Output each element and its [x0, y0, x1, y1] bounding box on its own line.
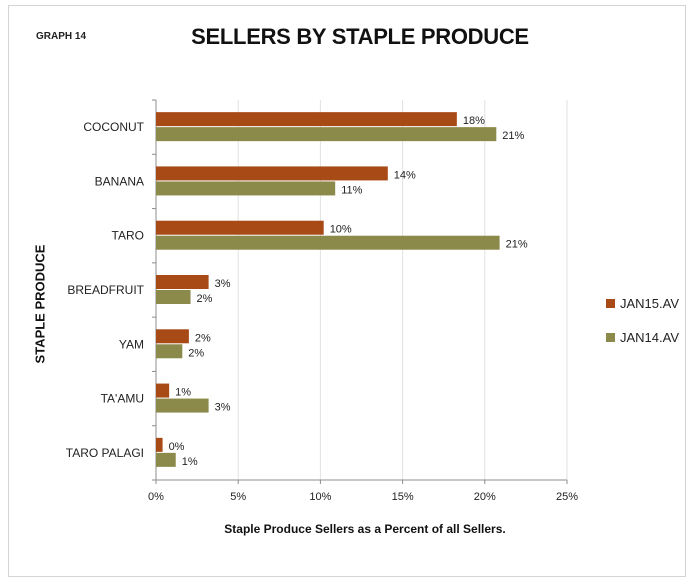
legend: JAN15.AV JAN14.AV	[606, 292, 679, 360]
category-label-ta-amu: TA'AMU	[101, 392, 144, 406]
bar-jan15-ta-amu	[156, 383, 170, 398]
chart-title: SELLERS BY STAPLE PRODUCE	[191, 24, 529, 49]
data-label-jan14-taro: 21%	[506, 239, 528, 251]
legend-item-jan14: JAN14.AV	[606, 326, 679, 348]
bar-jan14-taro-palagi	[156, 452, 176, 467]
data-label-jan15-breadfruit: 3%	[215, 278, 231, 290]
data-label-jan15-taro-palagi: 0%	[169, 441, 185, 453]
category-label-banana: BANANA	[95, 174, 144, 188]
graph-number-label: GRAPH 14	[36, 31, 87, 42]
legend-item-jan15: JAN15.AV	[606, 292, 679, 314]
category-label-yam: YAM	[119, 337, 144, 351]
legend-label-jan14: JAN14.AV	[620, 329, 680, 345]
data-label-jan14-coconut: 21%	[502, 130, 524, 142]
data-label-jan15-coconut: 18%	[463, 115, 485, 127]
x-tick-label: 5%	[230, 491, 246, 503]
bar-jan14-coconut	[156, 127, 497, 142]
bar-jan14-taro	[156, 235, 500, 250]
legend-label-jan15: JAN15.AV	[620, 295, 680, 311]
bar-jan14-banana	[156, 181, 336, 196]
data-label-jan14-banana: 11%	[341, 184, 362, 196]
data-label-jan15-taro: 10%	[330, 224, 352, 236]
bar-jan15-taro-palagi	[156, 437, 163, 452]
category-label-taro-palagi: TARO PALAGI	[66, 446, 144, 460]
x-tick-label: 25%	[556, 491, 578, 503]
bar-jan14-ta-amu	[156, 398, 209, 413]
bar-jan15-banana	[156, 166, 388, 181]
data-label-jan15-ta-amu: 1%	[175, 387, 191, 399]
data-label-jan15-banana: 14%	[394, 169, 416, 181]
data-label-jan14-yam: 2%	[188, 347, 204, 359]
x-axis-title: Staple Produce Sellers as a Percent of a…	[224, 522, 506, 536]
x-tick-label: 0%	[148, 491, 164, 503]
bar-jan14-yam	[156, 344, 183, 359]
data-label-jan14-breadfruit: 2%	[197, 293, 213, 305]
bar-jan15-taro	[156, 220, 324, 235]
category-label-coconut: COCONUT	[83, 120, 144, 134]
data-label-jan14-taro-palagi: 1%	[182, 456, 198, 468]
data-label-jan15-yam: 2%	[195, 332, 211, 344]
bar-jan15-coconut	[156, 112, 457, 127]
legend-swatch-jan15	[606, 298, 615, 308]
category-label-breadfruit: BREADFRUIT	[67, 283, 144, 297]
bar-jan15-yam	[156, 329, 189, 344]
x-tick-label: 10%	[309, 491, 331, 503]
bar-jan14-breadfruit	[156, 290, 191, 304]
category-label-taro: TARO	[112, 229, 144, 243]
legend-swatch-jan14	[606, 332, 615, 342]
x-tick-label: 15%	[392, 491, 414, 503]
x-tick-label: 20%	[474, 491, 496, 503]
data-label-jan14-ta-amu: 3%	[215, 402, 231, 414]
chart-frame	[8, 5, 686, 577]
bar-jan15-breadfruit	[156, 275, 209, 289]
